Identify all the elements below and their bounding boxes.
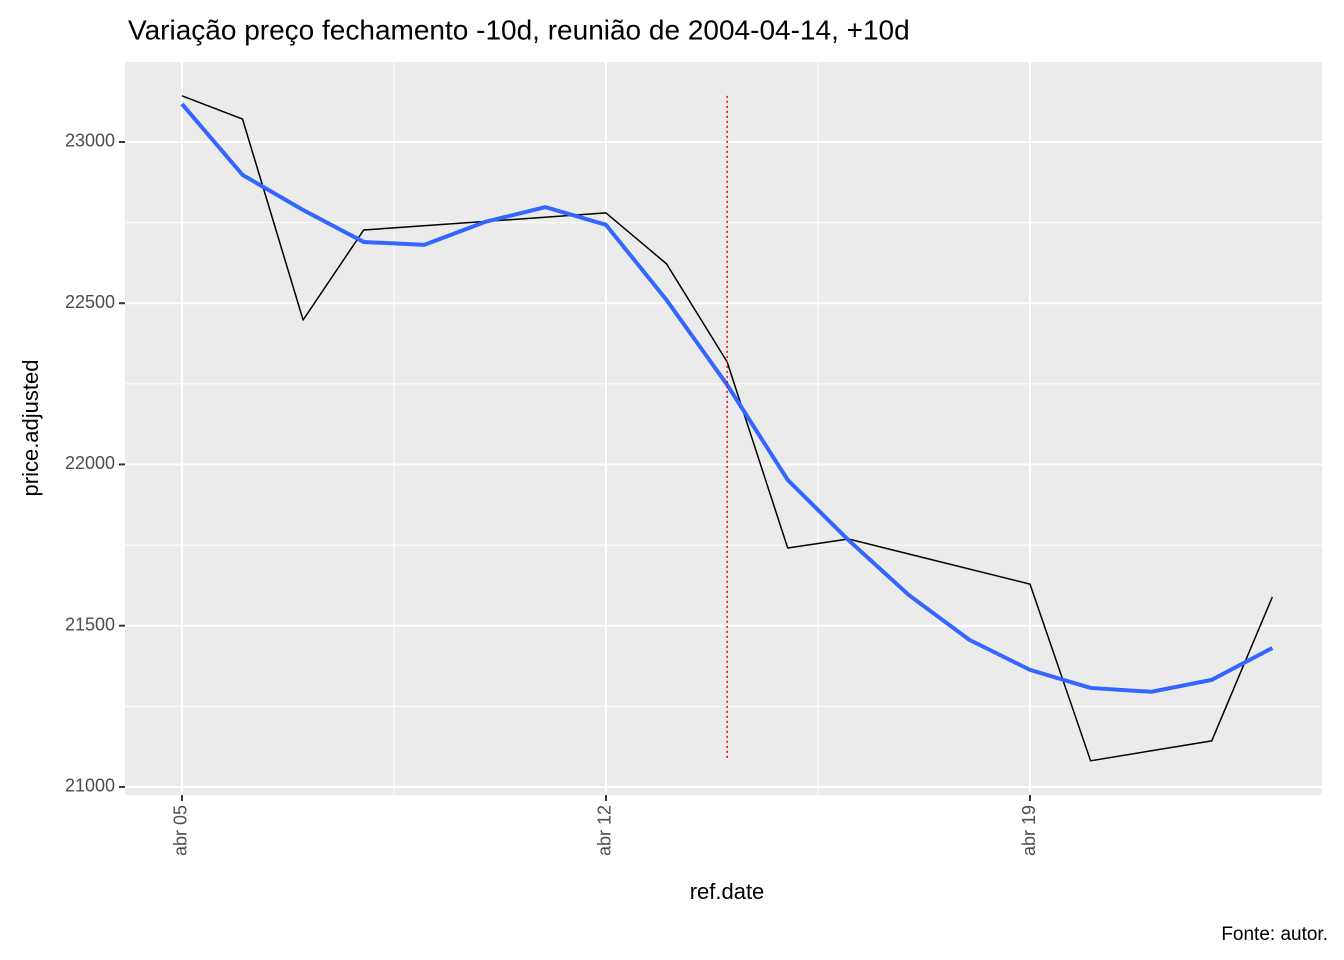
y-tick-label: 23000 [65,131,115,151]
plot-panel [125,62,1322,795]
line-series [180,102,1274,694]
y-tick-label: 21000 [65,776,115,796]
y-tick-label: 22000 [65,453,115,473]
chart-title: Variação preço fechamento -10d, reunião … [128,14,910,45]
x-tick-label: abr 12 [595,805,615,856]
x-tick-label: abr 19 [1019,805,1039,856]
x-axis-label: ref.date [690,879,765,904]
y-axis-label: price.adjusted [18,360,43,497]
y-tick-label: 22500 [65,292,115,312]
caption: Fonte: autor. [1221,924,1328,945]
y-tick-label: 21500 [65,614,115,634]
x-tick-label: abr 05 [171,805,191,856]
